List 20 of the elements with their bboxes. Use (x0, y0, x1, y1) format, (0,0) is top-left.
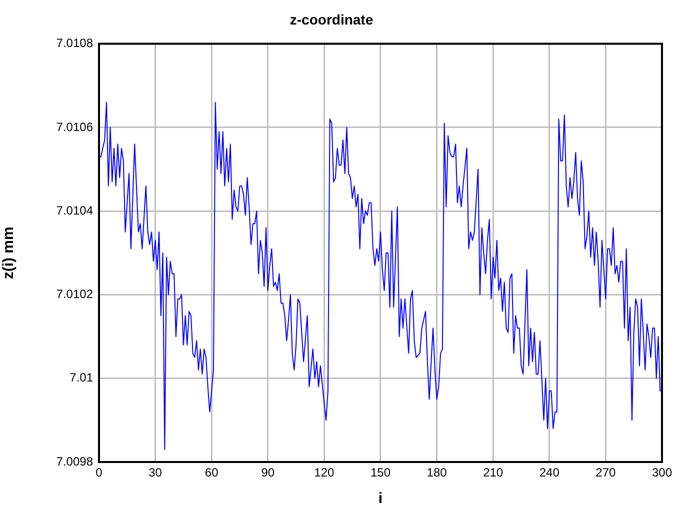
y-tick-label: 7.0104 (56, 203, 94, 218)
x-tick-label: 0 (96, 466, 103, 480)
y-tick-label: 7.0108 (56, 36, 94, 50)
x-axis-title: i (378, 490, 383, 508)
x-tick-label: 90 (261, 466, 275, 480)
x-tick-label: 300 (652, 466, 672, 480)
x-tick-label: 210 (483, 466, 504, 480)
y-tick-label: 7.0102 (56, 287, 94, 302)
y-tick-label: 7.0098 (56, 454, 94, 468)
x-tick-label: 180 (426, 466, 448, 480)
x-tick-label: 60 (204, 466, 219, 480)
chart-title: z-coordinate (290, 11, 374, 28)
x-tick-label: 240 (539, 466, 560, 480)
y-axis-title: z(i) mm (0, 226, 18, 280)
y-tick-label: 7.0106 (56, 120, 94, 134)
x-tick-label: 30 (148, 466, 162, 480)
x-tick-label: 120 (314, 466, 335, 480)
y-tick-label: 7.01 (70, 370, 94, 385)
x-tick-label: 270 (596, 466, 616, 480)
x-tick-label: 150 (370, 466, 391, 480)
